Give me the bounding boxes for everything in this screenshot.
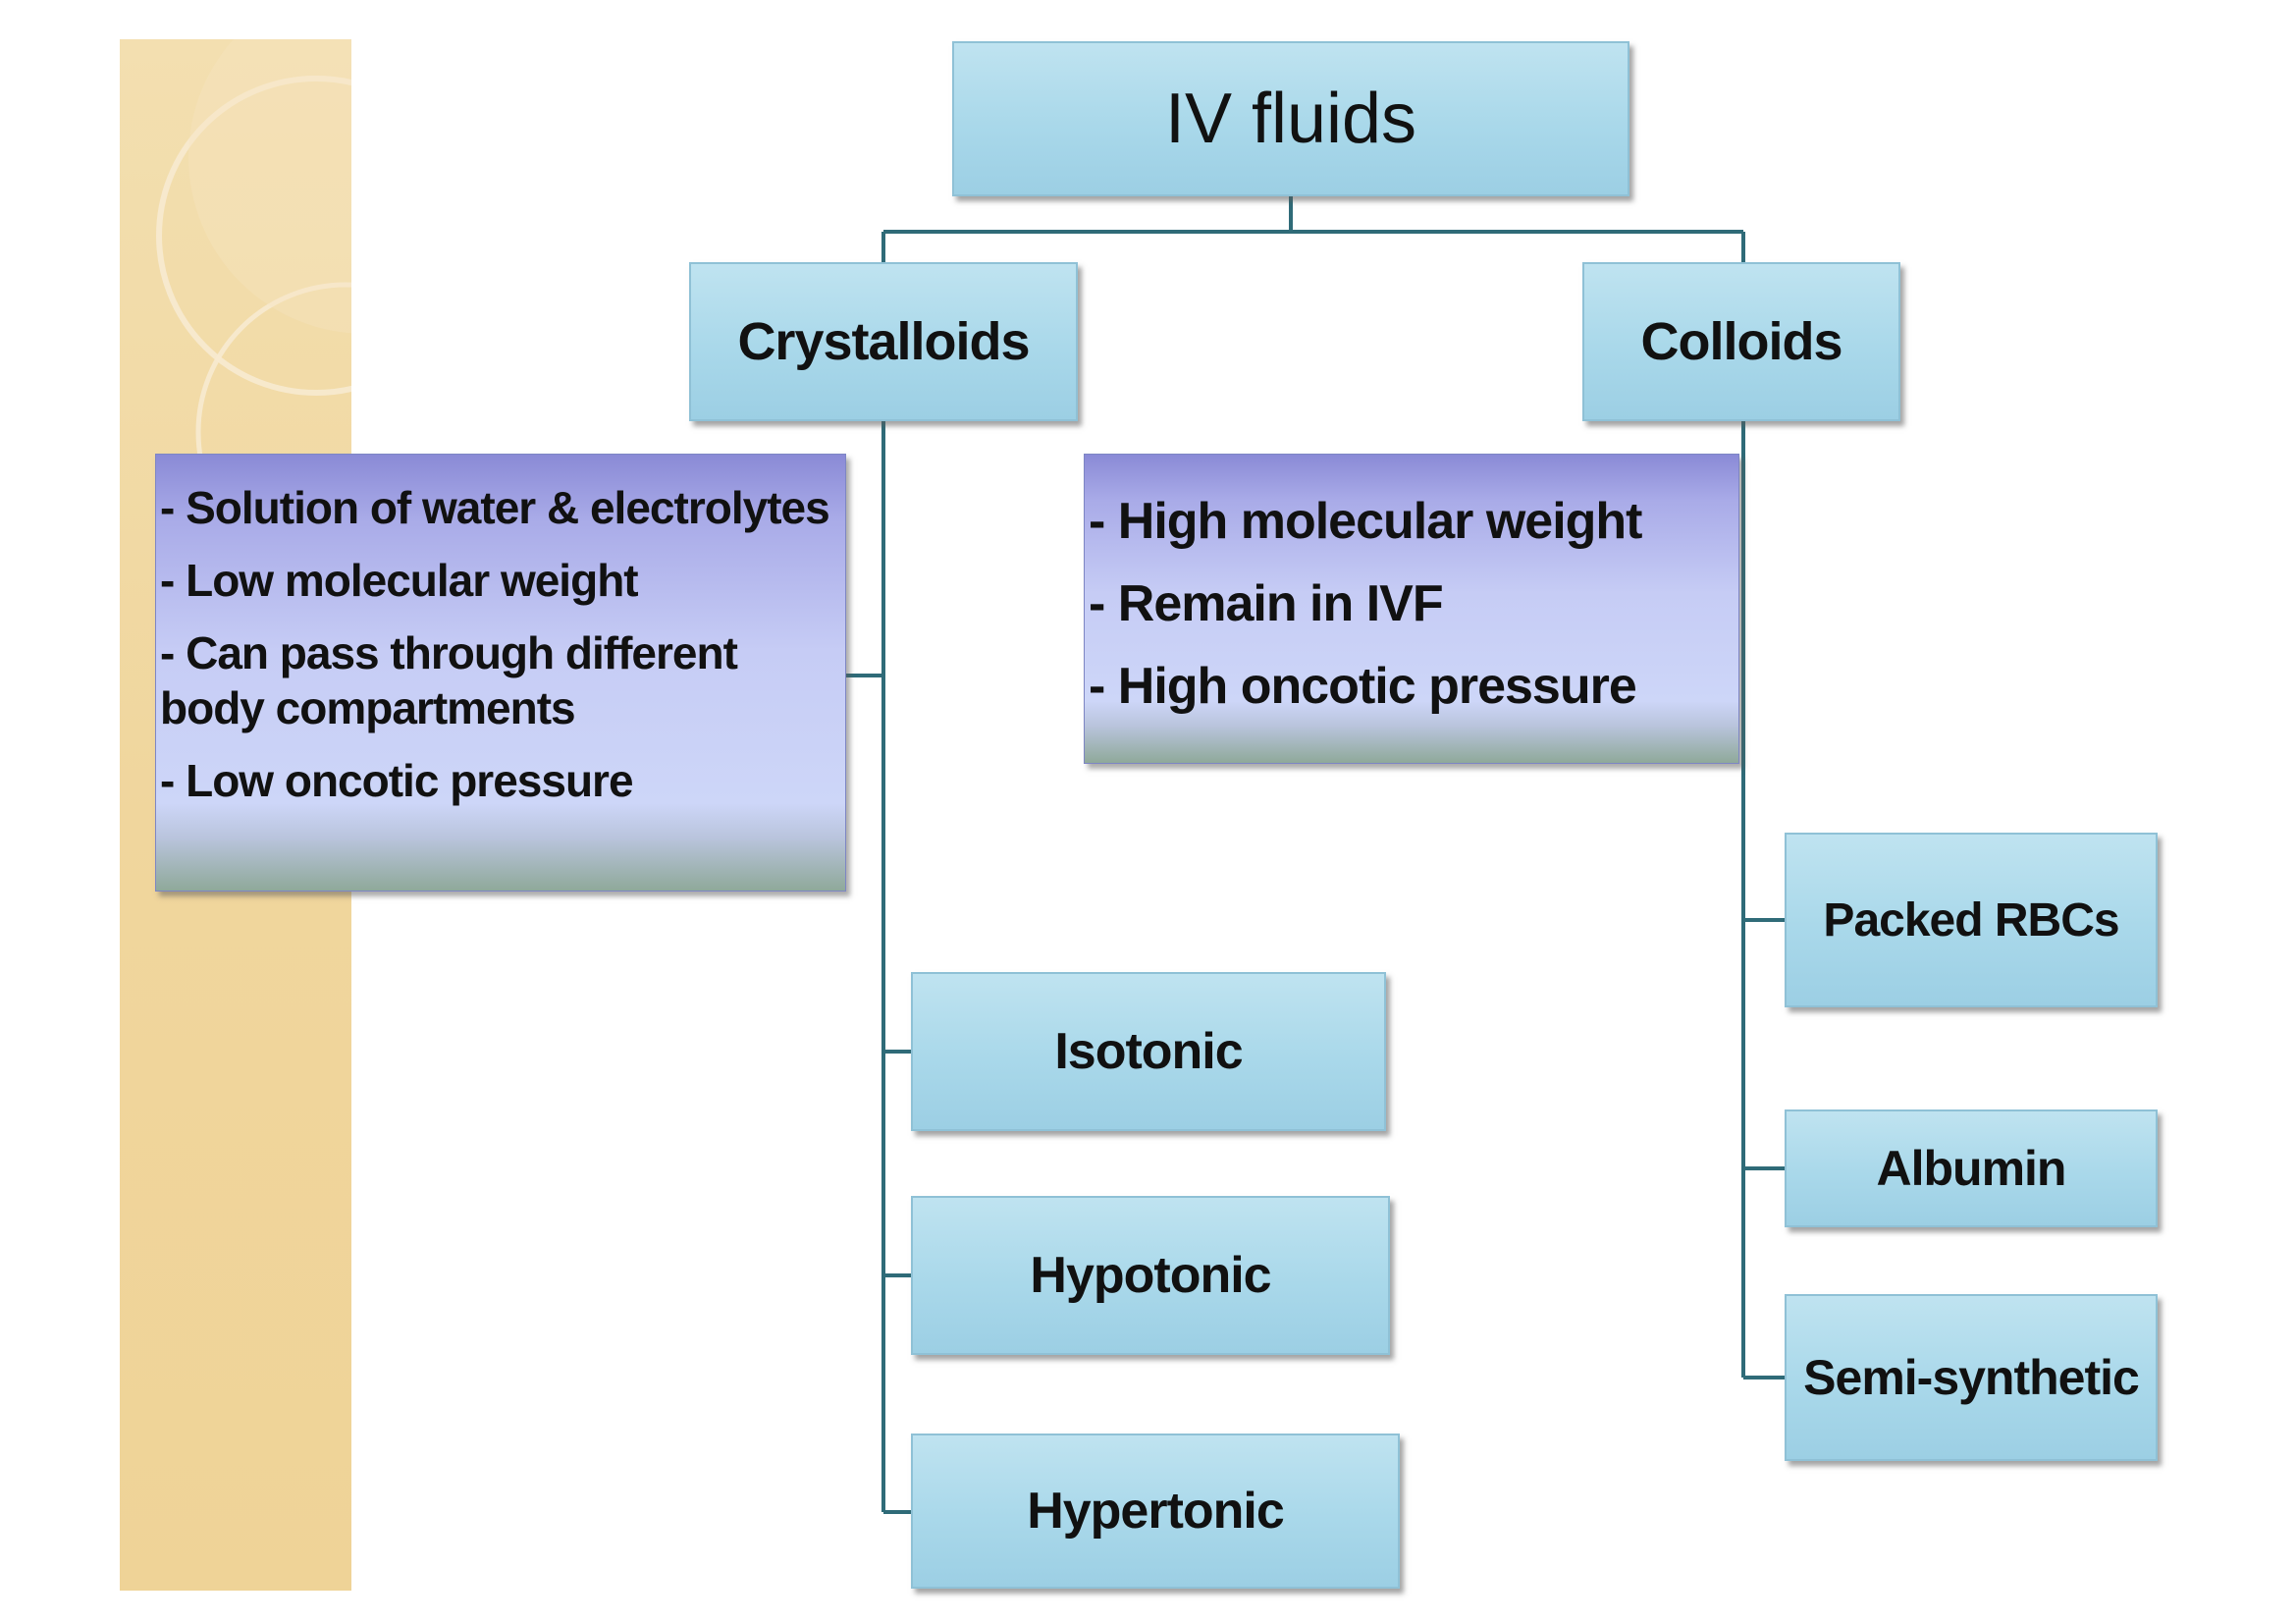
node-iv-fluids: IV fluids — [952, 41, 1629, 196]
colloids-properties-box: - High molecular weight - Remain in IVF … — [1084, 454, 1739, 764]
node-crystalloids: Crystalloids — [689, 262, 1078, 421]
crystalloids-property: - Low molecular weight — [160, 555, 639, 606]
colloids-property: - Remain in IVF — [1089, 575, 1444, 632]
node-hypertonic-label: Hypertonic — [1027, 1483, 1285, 1540]
node-semi-synthetic: Semi-synthetic — [1785, 1294, 2158, 1461]
crystalloids-property: - Low oncotic pressure — [160, 755, 634, 806]
crystalloids-property: - Can pass through different body compar… — [160, 627, 738, 733]
crystalloids-property: - Solution of water & electrolytes — [160, 482, 830, 533]
node-colloids-label: Colloids — [1640, 312, 1843, 371]
node-hypotonic: Hypotonic — [911, 1196, 1390, 1355]
node-iv-fluids-label: IV fluids — [1164, 80, 1417, 158]
node-isotonic-label: Isotonic — [1054, 1023, 1243, 1080]
node-crystalloids-label: Crystalloids — [737, 312, 1030, 371]
node-packed-rbcs-label: Packed RBCs — [1823, 893, 2119, 947]
colloids-property: - High oncotic pressure — [1089, 658, 1637, 715]
decorative-circles — [156, 39, 351, 582]
node-hypotonic-label: Hypotonic — [1030, 1247, 1271, 1304]
colloids-property: - High molecular weight — [1089, 493, 1643, 550]
node-isotonic: Isotonic — [911, 972, 1386, 1131]
node-albumin: Albumin — [1785, 1109, 2158, 1227]
node-colloids: Colloids — [1582, 262, 1900, 421]
node-albumin-label: Albumin — [1876, 1141, 2067, 1196]
crystalloids-properties-box: - Solution of water & electrolytes - Low… — [155, 454, 846, 892]
node-hypertonic: Hypertonic — [911, 1434, 1400, 1589]
node-packed-rbcs: Packed RBCs — [1785, 833, 2158, 1007]
node-semi-synthetic-label: Semi-synthetic — [1803, 1350, 2140, 1405]
